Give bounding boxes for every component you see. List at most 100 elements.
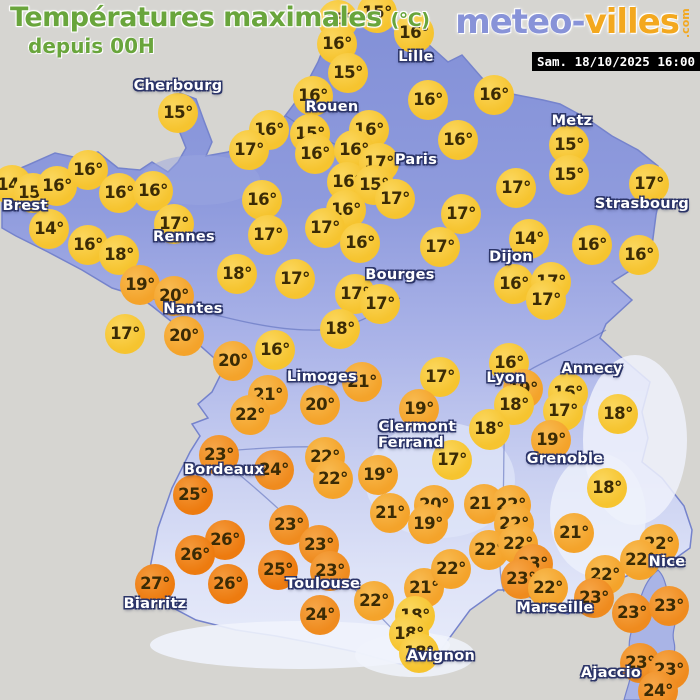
city-label: Annecy	[561, 361, 623, 377]
temp-bubble: 15°	[357, 0, 397, 33]
title-block: Températures maximales (°C) depuis 00H	[10, 2, 430, 58]
temp-bubble: 26°	[175, 535, 215, 575]
temp-bubble: 16°	[295, 134, 335, 174]
city-label: Rennes	[153, 229, 215, 245]
city-label: Bordeaux	[183, 462, 265, 478]
city-label: Dijon	[489, 249, 533, 265]
temp-bubble: 17°	[105, 314, 145, 354]
city-label: Toulouse	[285, 576, 361, 592]
city-label: Brest	[2, 198, 48, 214]
temp-bubble: 22°	[230, 395, 270, 435]
temp-bubble: 17°	[154, 204, 194, 244]
page-title: Températures maximales (°C)	[10, 2, 430, 33]
temp-bubble: 14°	[29, 209, 69, 249]
temp-bubble: 23°	[310, 551, 350, 591]
temp-bubble: 18°	[320, 309, 360, 349]
temp-bubble: 22°	[431, 549, 471, 589]
temp-bubble: 15°	[549, 155, 589, 195]
logo-part-orange: villes	[584, 2, 680, 42]
temp-bubble: 20°	[154, 276, 194, 316]
temp-bubble: 20°	[213, 341, 253, 381]
city-label: Ajaccio	[580, 665, 642, 681]
city-label: Avignon	[406, 648, 476, 664]
temp-bubble: 16°	[249, 110, 289, 150]
temp-bubble: 20°	[164, 316, 204, 356]
temp-bubble: 18°	[399, 633, 439, 673]
temp-bubble: 21°	[342, 362, 382, 402]
city-label: Paris	[394, 152, 438, 168]
city-label: Clermont	[378, 419, 456, 435]
temp-bubble: 16°	[255, 330, 295, 370]
temp-bubble: 17°	[248, 215, 288, 255]
temp-bubble: 17°	[229, 130, 269, 170]
city-label: Lille	[398, 49, 434, 65]
temp-bubble: 16°	[474, 75, 514, 115]
title-unit: (°C)	[390, 9, 430, 31]
temp-bubble: 16°	[572, 225, 612, 265]
city-label: Ferrand	[377, 435, 445, 451]
temp-bubble: 16°	[394, 13, 434, 53]
page-subtitle: depuis 00H	[28, 34, 155, 58]
title-text: Températures maximales	[10, 2, 382, 33]
temp-bubble: 14°	[509, 219, 549, 259]
temp-bubble: 22°	[528, 568, 568, 608]
temp-bubble: 27°	[135, 564, 175, 604]
temp-bubble: 21°	[554, 513, 594, 553]
temp-bubble: 17°	[432, 440, 472, 480]
city-label: Strasbourg	[594, 196, 690, 212]
temp-bubble: 19°	[399, 389, 439, 429]
temp-bubble: 16°	[340, 223, 380, 263]
city-label: Rouen	[305, 99, 359, 115]
temp-bubble: 22°	[313, 459, 353, 499]
temp-bubble: 19°	[358, 455, 398, 495]
temp-bubble: 25°	[173, 475, 213, 515]
temp-bubble: 25°	[258, 550, 298, 590]
temp-bubble: 15°	[158, 93, 198, 133]
temp-bubble: 16°	[37, 166, 77, 206]
temp-bubble: 17°	[420, 227, 460, 267]
temp-bubble: 16°	[99, 173, 139, 213]
temp-bubble: 23°	[199, 435, 239, 475]
city-label: Nantes	[163, 301, 223, 317]
temp-bubble: 19°	[408, 504, 448, 544]
temp-bubble: 18°	[598, 394, 638, 434]
city-label: Metz	[551, 113, 593, 129]
temp-bubble: 17°	[526, 280, 566, 320]
temp-bubble: 16°	[619, 235, 659, 275]
logo-tld: .com	[679, 8, 692, 38]
temp-bubble: 16°	[408, 80, 448, 120]
city-label: Marseille	[516, 600, 594, 616]
temp-bubble: 18°	[587, 468, 627, 508]
temp-bubble: 22°	[620, 540, 660, 580]
temp-bubble: 23°	[269, 505, 309, 545]
logo-part-blue: meteo-	[455, 2, 585, 42]
temp-bubble: 17°	[375, 179, 415, 219]
temp-bubble: 16°	[494, 264, 534, 304]
temp-bubble: 17°	[496, 168, 536, 208]
temp-bubble: 19°	[531, 420, 571, 460]
temp-bubble: 22°	[354, 581, 394, 621]
temp-bubble: 16°	[438, 120, 478, 160]
temp-bubble: 24°	[300, 595, 340, 635]
temp-bubble: 23°	[612, 593, 652, 633]
temp-bubble: 24°	[638, 671, 678, 700]
temp-bubble: 23°	[574, 578, 614, 618]
city-label: Biarritz	[123, 596, 187, 612]
temp-bubble: 17°	[275, 259, 315, 299]
temp-bubble: 17°	[360, 284, 400, 324]
city-label: Limoges	[286, 369, 358, 385]
temp-bubble: 16°	[293, 76, 333, 116]
temp-bubble: 26°	[208, 564, 248, 604]
temp-bubble: 17°	[441, 194, 481, 234]
city-label: Lyon	[486, 370, 526, 386]
city-label: Bourges	[365, 267, 435, 283]
temp-bubble: 20°	[300, 385, 340, 425]
meteo-villes-logo: meteo-villes .com	[455, 2, 692, 42]
temp-bubble: 19°	[120, 265, 160, 305]
city-label: Cherbourg	[133, 78, 223, 94]
timestamp-badge: Sam. 18/10/2025 16:00	[531, 52, 700, 71]
temp-bubble: 21°	[370, 493, 410, 533]
temp-bubble: 23°	[649, 586, 689, 626]
temp-bubble: 17°	[629, 164, 669, 204]
